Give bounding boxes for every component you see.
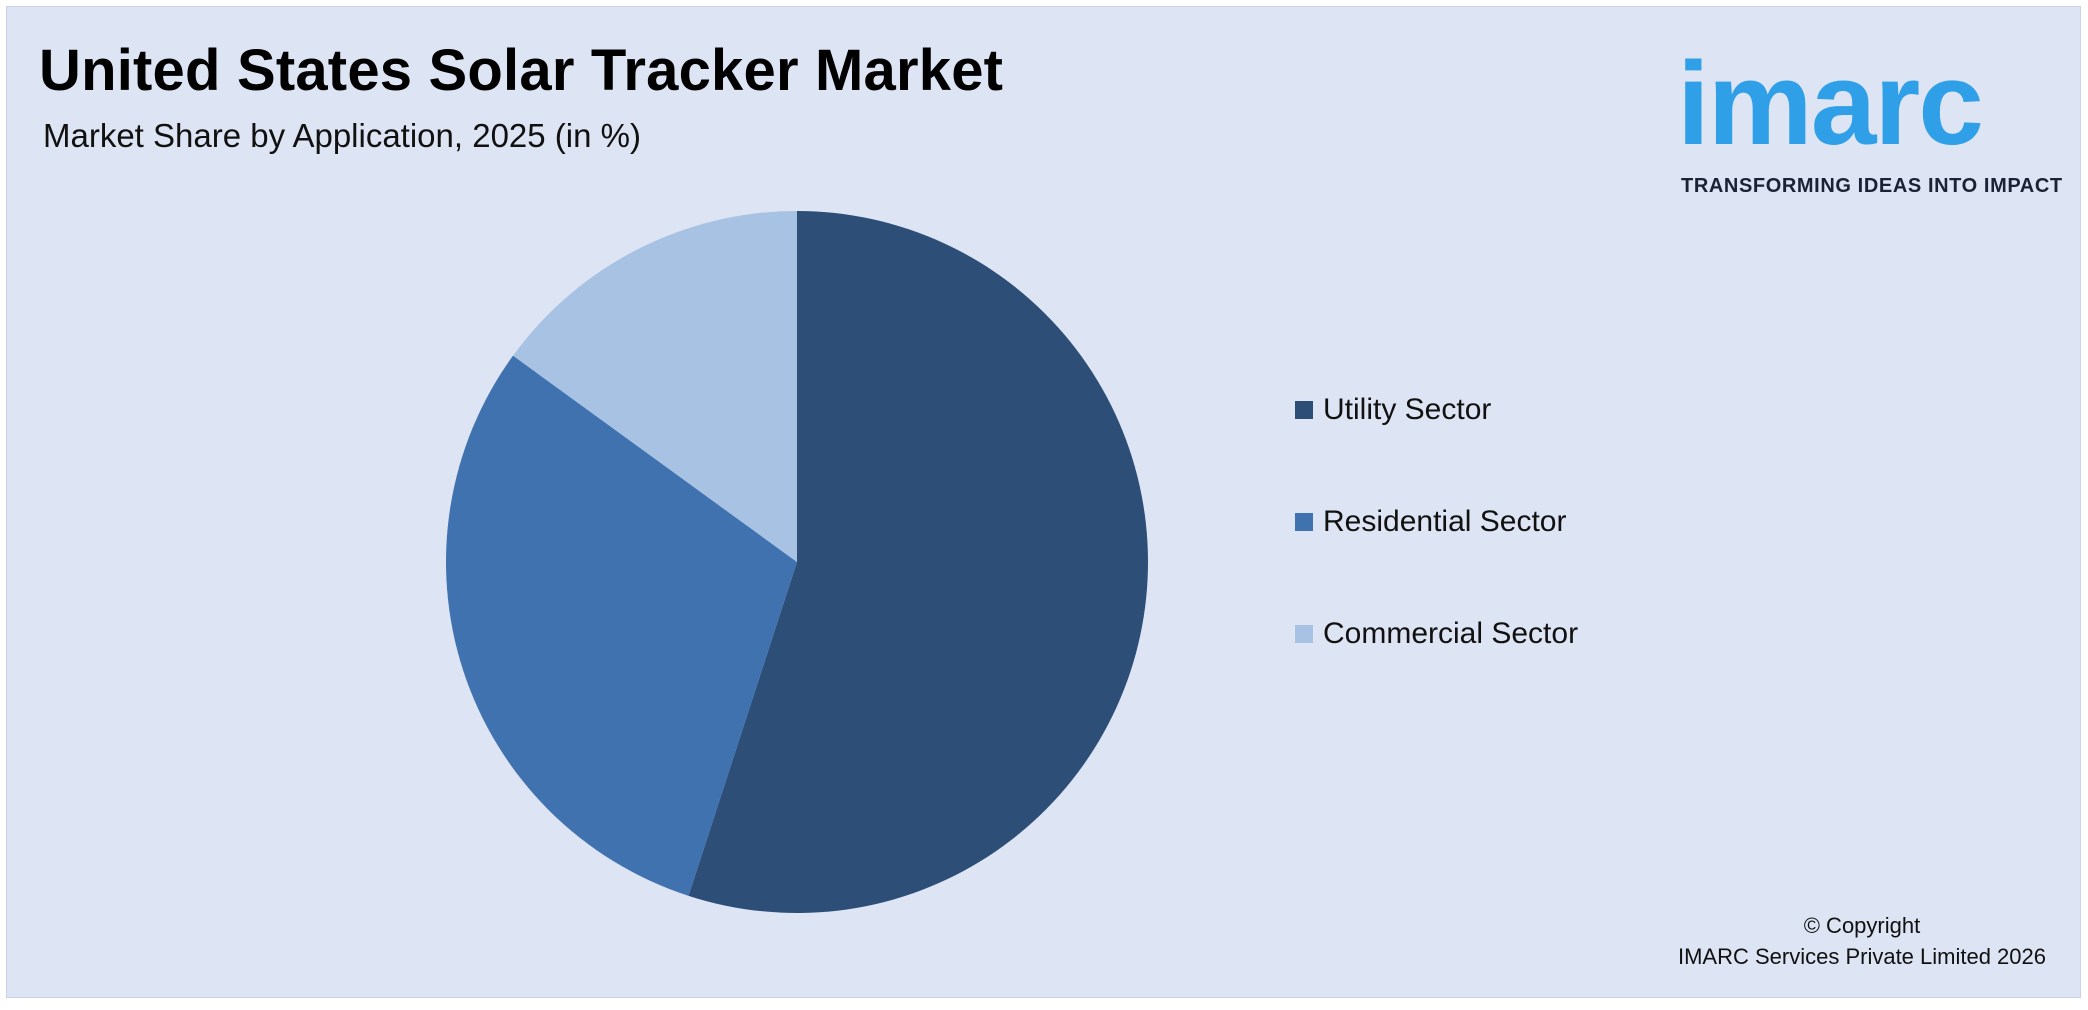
legend-label: Commercial Sector: [1323, 617, 1579, 650]
legend-label: Utility Sector: [1323, 393, 1492, 426]
chart-panel: United States Solar Tracker Market Marke…: [6, 6, 2081, 998]
logo-wordmark: imarc: [1677, 38, 1984, 170]
chart-legend: Utility Sector Residential Sector Commer…: [1295, 390, 1578, 726]
legend-swatch: [1295, 625, 1313, 643]
chart-title: United States Solar Tracker Market: [39, 38, 1004, 103]
legend-swatch: [1295, 401, 1313, 419]
chart-subtitle: Market Share by Application, 2025 (in %): [43, 117, 641, 154]
legend-item-residential: Residential Sector: [1295, 502, 1578, 542]
pie-slice-commercial: [513, 211, 797, 562]
legend-item-commercial: Commercial Sector: [1295, 614, 1578, 654]
copyright-notice: © Copyright IMARC Services Private Limit…: [1678, 910, 2046, 972]
pie-slice-residential: [445, 355, 797, 896]
legend-label: Residential Sector: [1323, 505, 1567, 538]
copyright-line-1: © Copyright: [1803, 913, 1921, 938]
legend-item-utility: Utility Sector: [1295, 390, 1578, 430]
imarc-logo: imarc TRANSFORMING IDEAS INTO IMPACT: [1675, 29, 2075, 204]
copyright-line-2: IMARC Services Private Limited 2026: [1677, 944, 2046, 969]
pie-slice-utility: [688, 211, 1148, 913]
logo-tagline: TRANSFORMING IDEAS INTO IMPACT: [1681, 175, 2063, 197]
legend-swatch: [1295, 513, 1313, 531]
